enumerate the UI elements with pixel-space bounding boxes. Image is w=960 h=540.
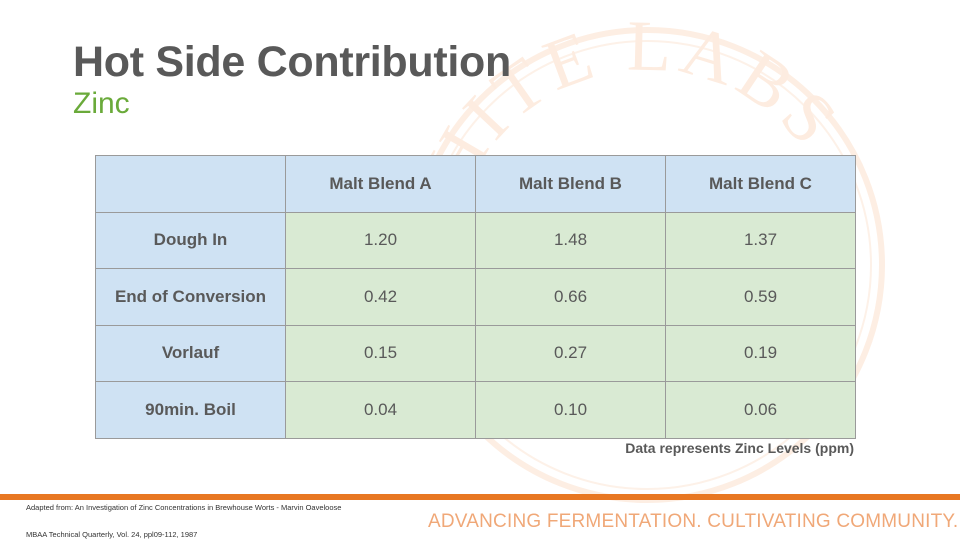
footer-tagline: ADVANCING FERMENTATION. CULTIVATING COMM… [428,511,959,532]
cell: 1.20 [285,211,476,269]
cell: 0.42 [285,268,476,326]
zinc-table: Malt Blend A Malt Blend B Malt Blend C D… [95,155,856,439]
header-malt-blend-c: Malt Blend C [665,155,856,213]
cell: 0.06 [665,381,856,439]
slide-title: Hot Side Contribution [73,38,511,86]
header-malt-blend-a: Malt Blend A [285,155,476,213]
table-row: End of Conversion 0.42 0.66 0.59 [95,268,856,326]
cell: 0.04 [285,381,476,439]
table-note: Data represents Zinc Levels (ppm) [625,440,854,456]
table-row: Vorlauf 0.15 0.27 0.19 [95,324,856,382]
source-journal: MBAA Technical Quarterly, Vol. 24, ppl09… [26,530,198,539]
cell: 1.37 [665,211,856,269]
row-label: Vorlauf [95,324,286,382]
cell: 1.48 [475,211,666,269]
row-label: End of Conversion [95,268,286,326]
table-row: Dough In 1.20 1.48 1.37 [95,211,856,269]
cell: 0.15 [285,324,476,382]
cell: 0.10 [475,381,666,439]
slide-subtitle: Zinc [73,87,130,120]
row-label: Dough In [95,211,286,269]
cell: 0.27 [475,324,666,382]
cell: 0.19 [665,324,856,382]
cell: 0.59 [665,268,856,326]
table-header-row: Malt Blend A Malt Blend B Malt Blend C [95,155,856,213]
row-label: 90min. Boil [95,381,286,439]
header-malt-blend-b: Malt Blend B [475,155,666,213]
header-corner [95,155,286,213]
source-citation: Adapted from: An Investigation of Zinc C… [26,503,342,512]
table-row: 90min. Boil 0.04 0.10 0.06 [95,381,856,439]
footer-divider [0,494,960,500]
cell: 0.66 [475,268,666,326]
